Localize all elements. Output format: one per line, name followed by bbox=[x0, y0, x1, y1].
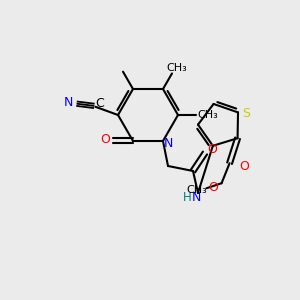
Text: O: O bbox=[100, 134, 110, 146]
Text: O: O bbox=[207, 143, 217, 157]
Text: CH₃: CH₃ bbox=[198, 110, 218, 120]
Text: CH₃: CH₃ bbox=[167, 63, 188, 74]
Text: H: H bbox=[183, 191, 191, 205]
Text: N: N bbox=[64, 96, 73, 109]
Text: N: N bbox=[163, 137, 173, 151]
Text: O: O bbox=[240, 160, 250, 173]
Text: O: O bbox=[208, 181, 218, 194]
Text: S: S bbox=[242, 107, 250, 120]
Text: N: N bbox=[191, 191, 201, 205]
Text: C: C bbox=[95, 97, 104, 110]
Text: CH₃: CH₃ bbox=[186, 185, 207, 195]
